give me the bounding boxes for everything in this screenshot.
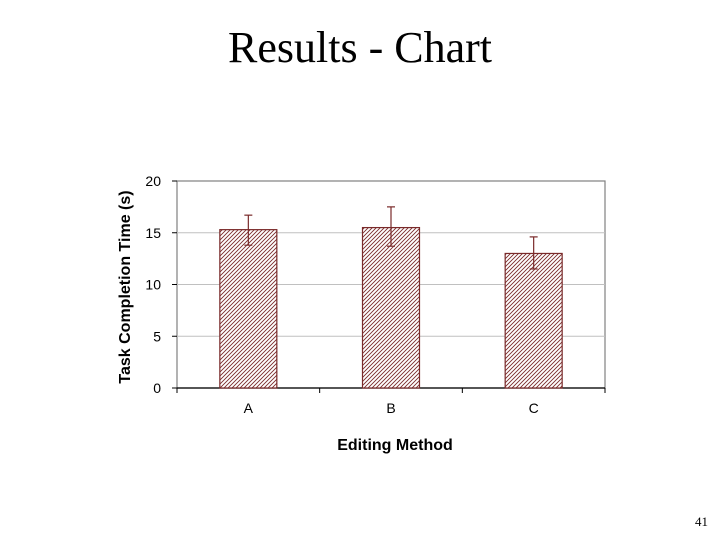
y-axis-title-group: Task Completion Time (s) xyxy=(117,190,134,383)
bar-C xyxy=(504,252,563,389)
x-tick-label: C xyxy=(529,400,539,416)
y-tick-label: 5 xyxy=(153,328,161,344)
bar-A xyxy=(219,229,278,389)
plot-area: 0 5 10 15 20 A B C xyxy=(145,173,606,416)
slide-title: Results - Chart xyxy=(228,23,492,72)
bar-B xyxy=(361,226,421,389)
page-number: 41 xyxy=(695,514,708,529)
y-tick-label: 10 xyxy=(145,277,161,293)
x-axis-title: Editing Method xyxy=(337,437,453,454)
x-tick-label: B xyxy=(386,400,395,416)
y-tick-label: 15 xyxy=(145,225,161,241)
y-tick-label: 0 xyxy=(153,380,161,396)
y-axis-title: Task Completion Time (s) xyxy=(117,190,134,383)
x-tick-label: A xyxy=(244,400,254,416)
y-tick-label: 20 xyxy=(145,173,161,189)
